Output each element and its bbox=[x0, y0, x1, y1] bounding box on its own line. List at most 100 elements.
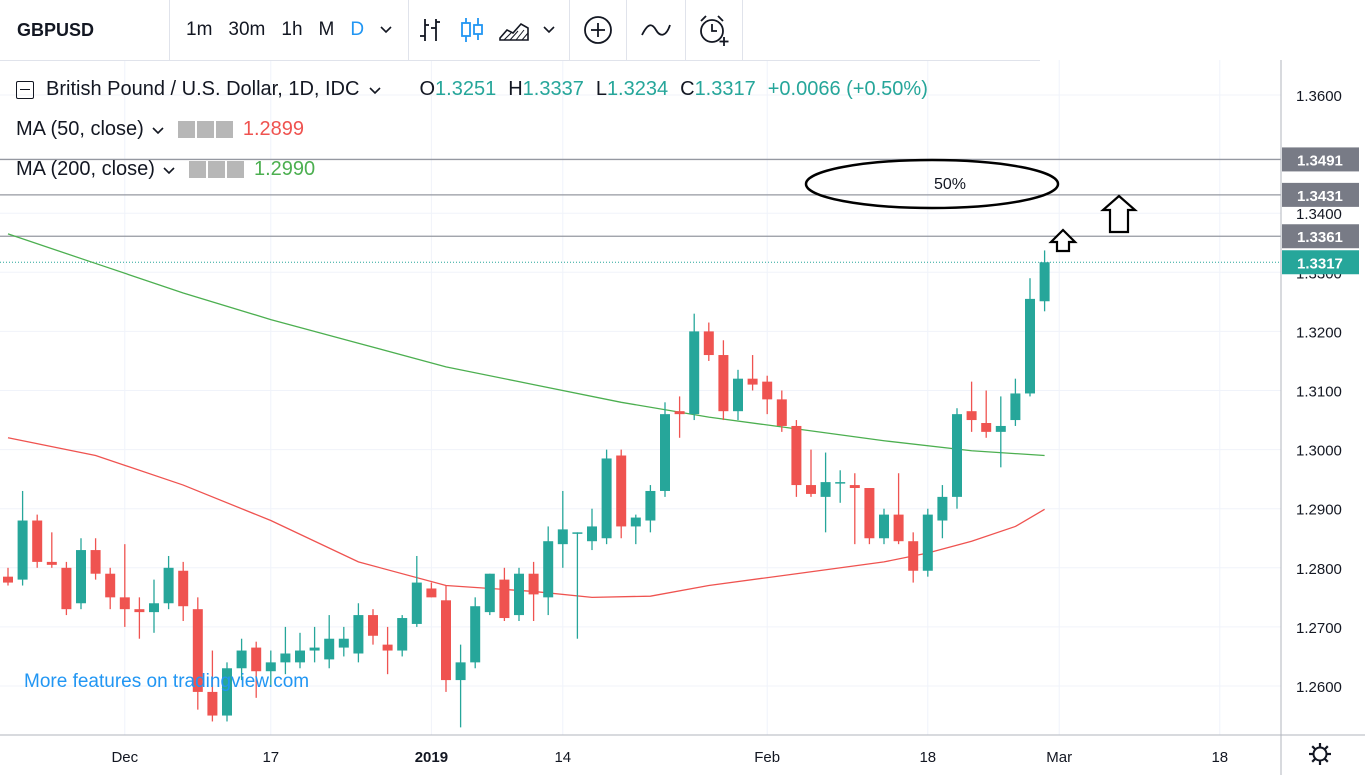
candle-body bbox=[3, 576, 13, 583]
candle-body bbox=[879, 514, 889, 539]
level-label-bg bbox=[1282, 147, 1359, 172]
ma50-dropdown-icon[interactable] bbox=[152, 118, 164, 141]
candle-body bbox=[499, 579, 510, 619]
area-chart-icon[interactable] bbox=[493, 0, 535, 60]
candles-icon[interactable] bbox=[451, 0, 493, 60]
ohlc-close-label: C bbox=[680, 78, 695, 100]
ma200-value: 1.2990 bbox=[253, 158, 316, 180]
ma50-visibility-icon[interactable] bbox=[177, 121, 195, 138]
ohlc-low-label: L bbox=[595, 78, 607, 100]
price-axis[interactable]: 1.2600 1.2700 1.2800 1.2900 1.3000 1.3100 1.32… bbox=[1296, 88, 1342, 696]
ma50-title[interactable]: MA (50, close) bbox=[16, 118, 144, 140]
interval-day[interactable]: D bbox=[350, 19, 365, 40]
arrow-up-small-icon[interactable] bbox=[1048, 228, 1078, 253]
compare-plus-icon[interactable] bbox=[570, 0, 626, 60]
ohlc-open: 1.3251 bbox=[435, 78, 497, 100]
candle-body bbox=[368, 615, 378, 636]
ma200-settings-icon[interactable] bbox=[207, 161, 225, 178]
tradingview-watermark-link[interactable]: More features on tradingview.com bbox=[24, 671, 310, 692]
toolbar-divider bbox=[626, 0, 628, 60]
price-tick-label: 1.2800 bbox=[1296, 561, 1342, 578]
collapse-legend-icon[interactable] bbox=[16, 80, 34, 99]
time-axis[interactable]: Dec 17 2019 14 Feb 18 Mar 18 bbox=[111, 749, 1228, 766]
interval-dropdown-icon[interactable] bbox=[372, 0, 400, 60]
candle bbox=[309, 626, 320, 663]
candle-body bbox=[557, 529, 568, 545]
candle-body bbox=[163, 567, 174, 604]
ma200-title[interactable]: MA (200, close) bbox=[16, 158, 155, 180]
candle-body bbox=[295, 650, 305, 663]
candle bbox=[806, 449, 816, 497]
candle-body bbox=[601, 458, 612, 539]
ma200-dropdown-icon[interactable] bbox=[163, 158, 175, 181]
candle bbox=[46, 532, 57, 568]
annotation-ellipse[interactable] bbox=[804, 158, 1060, 210]
interval-1h[interactable]: 1h bbox=[281, 19, 303, 40]
ma50-value: 1.2899 bbox=[242, 118, 304, 140]
candle-body bbox=[893, 514, 904, 542]
interval-30m[interactable]: 30m bbox=[228, 19, 266, 40]
candle bbox=[265, 650, 276, 686]
candle bbox=[17, 490, 28, 586]
candle-body bbox=[470, 606, 481, 663]
candle bbox=[776, 390, 787, 432]
candle bbox=[222, 662, 232, 722]
candle bbox=[338, 626, 349, 657]
candle-body bbox=[178, 570, 189, 607]
user-drawings[interactable]: 50% bbox=[804, 158, 1138, 253]
chart-type-dropdown-icon[interactable] bbox=[535, 0, 563, 60]
candle bbox=[703, 322, 714, 361]
last-price-label-bg bbox=[1282, 250, 1359, 275]
ma50-remove-icon[interactable] bbox=[215, 121, 233, 138]
candle-body bbox=[689, 331, 700, 415]
series-title[interactable]: British Pound / U.S. Dollar, 1D, IDC bbox=[46, 78, 360, 100]
candle bbox=[353, 603, 364, 663]
level-label-text: 1.3491 bbox=[1297, 152, 1343, 169]
ma50-layer bbox=[7, 437, 1045, 599]
series-dropdown-icon[interactable] bbox=[369, 78, 382, 101]
price-tick-label: 1.2900 bbox=[1296, 502, 1342, 519]
settings-gear-icon[interactable] bbox=[1309, 743, 1331, 765]
ma50-controls[interactable] bbox=[177, 121, 233, 138]
candle-body bbox=[46, 561, 57, 565]
arrow-up-icon[interactable] bbox=[1100, 194, 1138, 234]
interval-1m[interactable]: 1m bbox=[186, 19, 213, 40]
candle bbox=[674, 396, 685, 438]
main-series-legend: British Pound / U.S. Dollar, 1D, IDC O 1.… bbox=[16, 78, 940, 101]
ma200-controls[interactable] bbox=[188, 161, 244, 178]
ma200-remove-icon[interactable] bbox=[226, 161, 244, 178]
candle bbox=[630, 514, 641, 545]
ma50-settings-icon[interactable] bbox=[196, 121, 214, 138]
bar-chart-icon[interactable] bbox=[409, 0, 451, 60]
candle-body bbox=[1025, 298, 1035, 394]
interval-month[interactable]: M bbox=[318, 19, 335, 40]
candle bbox=[922, 508, 933, 577]
candle-body bbox=[952, 414, 962, 497]
ma200-visibility-icon[interactable] bbox=[188, 161, 206, 178]
candle bbox=[397, 615, 408, 657]
alert-clock-icon[interactable] bbox=[686, 0, 742, 60]
level-label-text: 1.3431 bbox=[1297, 188, 1343, 205]
price-axis-bg[interactable] bbox=[1281, 60, 1365, 735]
candle-body bbox=[105, 573, 116, 598]
candle bbox=[981, 390, 992, 438]
candle-body bbox=[324, 638, 335, 660]
candle-body bbox=[718, 355, 729, 412]
price-tick-label: 1.3100 bbox=[1296, 384, 1342, 401]
candle bbox=[76, 538, 86, 610]
candle-body bbox=[192, 609, 203, 692]
indicators-icon[interactable] bbox=[627, 0, 685, 60]
candle-body bbox=[426, 588, 437, 598]
candle bbox=[1010, 378, 1021, 426]
toolbar-divider bbox=[569, 0, 571, 60]
ohlc-open-label: O bbox=[419, 78, 436, 100]
candle-body bbox=[616, 455, 627, 527]
time-tick-label: 18 bbox=[919, 749, 936, 766]
candle bbox=[1025, 278, 1035, 397]
candle bbox=[514, 567, 524, 621]
ma50-legend: MA (50, close) 1.2899 bbox=[16, 118, 304, 141]
candle bbox=[324, 615, 335, 669]
symbol-search[interactable]: GBPUSD bbox=[17, 19, 95, 40]
candle bbox=[747, 355, 758, 391]
